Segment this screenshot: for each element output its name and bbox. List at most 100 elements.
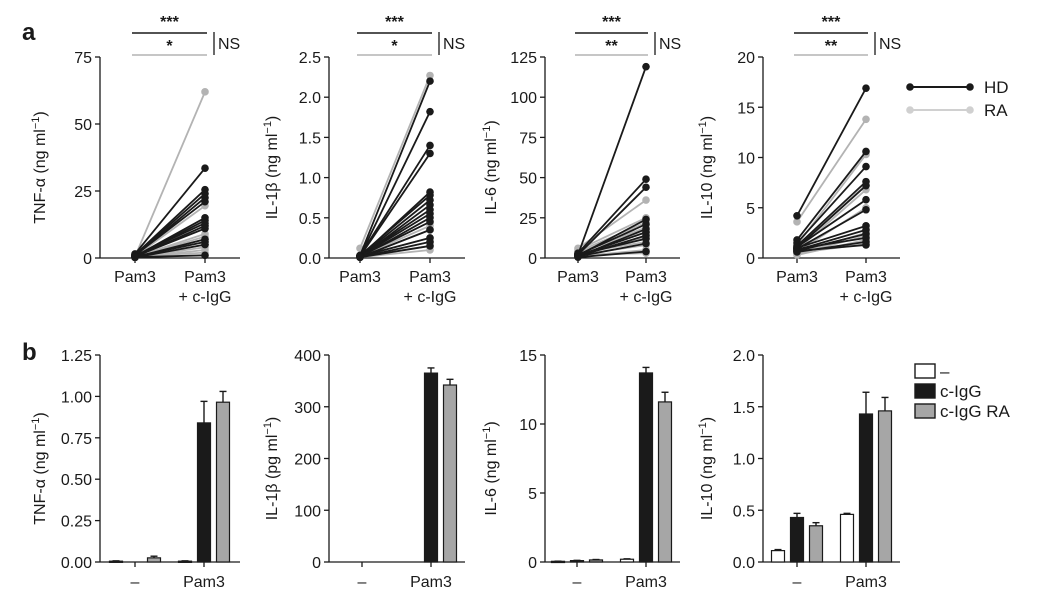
y-axis-label: IL-1β (ng ml−1) bbox=[262, 116, 281, 220]
point-ra-pam3-cigg bbox=[426, 71, 434, 80]
significance-between: NS bbox=[443, 36, 465, 53]
x-tick-label: – bbox=[793, 574, 802, 591]
x-tick-label: Pam3 bbox=[410, 574, 452, 591]
pair-line-hd bbox=[577, 223, 647, 256]
legend-marker bbox=[906, 83, 914, 91]
bar- bbox=[770, 550, 786, 563]
y-axis-label-sup: −1 bbox=[481, 427, 493, 440]
pair-line-hd bbox=[359, 237, 431, 258]
y-tick-label: 0.00 bbox=[61, 555, 92, 572]
bar-c-igg bbox=[423, 372, 439, 563]
y-tick-label: 25 bbox=[519, 211, 537, 228]
point-hd-pam3 bbox=[574, 253, 582, 261]
y-tick-label: 0.25 bbox=[61, 514, 92, 531]
y-tick-label: 2.0 bbox=[299, 90, 321, 107]
x-tick-label: Pam3 bbox=[625, 574, 667, 591]
point-hd-pam3 bbox=[356, 253, 364, 261]
point-hd-pam3-cigg bbox=[862, 147, 870, 156]
legend: HD RA bbox=[906, 78, 1009, 120]
bar-c-igg-ra bbox=[215, 401, 231, 563]
pair-line-hd bbox=[134, 254, 206, 259]
point-hd-pam3-cigg bbox=[642, 175, 650, 184]
significance-hd: *** bbox=[822, 14, 841, 31]
pair-line-hd bbox=[359, 199, 431, 258]
point-ra-pam3-cigg bbox=[862, 115, 870, 124]
point-hd-pam3-cigg bbox=[862, 84, 870, 92]
y-axis-label-main: IL-6 (ng ml bbox=[483, 138, 500, 214]
point-hd-pam3-cigg bbox=[201, 164, 209, 173]
pair-line-hd bbox=[796, 237, 867, 250]
pair-line-hd bbox=[796, 87, 867, 217]
y-tick-label: 0.75 bbox=[61, 431, 92, 448]
y-tick-label: 0.5 bbox=[733, 503, 755, 520]
pair-line-hd bbox=[796, 184, 867, 249]
point-hd-pam3-cigg bbox=[426, 149, 434, 158]
paired-line-chart: 0.0 0.5 1.0 1.5 2.0 2.5 IL-1β (ng ml−1) Pam3 Pam… bbox=[262, 14, 465, 306]
x-tick-label: – bbox=[358, 574, 367, 591]
x-tick-label: Pam3 bbox=[184, 269, 226, 286]
point-hd-pam3-cigg bbox=[201, 224, 209, 233]
point-hd-pam3-cigg bbox=[426, 218, 434, 226]
y-tick-label: 1.0 bbox=[299, 171, 321, 188]
paired-line-chart: 0 5 10 15 20 IL-10 (ng ml−1) Pam3 Pam3 + c-IgG **… bbox=[697, 14, 1009, 306]
pair-line-hd bbox=[796, 198, 867, 248]
x-tick-label: Pam3 bbox=[409, 269, 451, 286]
legend-marker bbox=[966, 106, 974, 114]
y-tick-label: 10 bbox=[737, 151, 755, 168]
point-hd-pam3-cigg bbox=[862, 181, 870, 190]
point-ra-pam3-cigg bbox=[642, 196, 650, 204]
x-tick-label-line2: + c-IgG bbox=[179, 289, 232, 306]
pair-line-hd bbox=[359, 111, 431, 257]
pair-line-hd bbox=[577, 242, 647, 258]
bar-c-igg-ra bbox=[877, 410, 893, 563]
point-hd-pam3 bbox=[793, 211, 801, 220]
y-tick-label: 1.25 bbox=[61, 348, 92, 365]
x-tick-label: – bbox=[573, 574, 582, 591]
legend-swatch bbox=[914, 403, 936, 419]
paired-line-chart: 0 25 50 75 100 125 IL-6 (ng ml−1) Pam3 Pam3 + c-I… bbox=[481, 14, 681, 306]
y-tick-label: 0 bbox=[746, 251, 755, 268]
y-axis-label-sup: −1 bbox=[481, 126, 493, 139]
pair-line-hd bbox=[359, 245, 431, 259]
bar- bbox=[108, 560, 124, 563]
y-tick-label: 100 bbox=[294, 503, 321, 520]
legend-swatch bbox=[914, 383, 936, 399]
y-axis-label: IL-6 (ng ml−1) bbox=[481, 421, 500, 515]
significance-ra: ** bbox=[605, 38, 618, 55]
point-hd-pam3-cigg bbox=[862, 195, 870, 204]
y-axis-label: IL-10 (ng ml−1) bbox=[697, 417, 716, 520]
significance-hd: *** bbox=[385, 14, 404, 31]
pair-line-hd bbox=[134, 201, 206, 257]
y-tick-label: 0.50 bbox=[61, 472, 92, 489]
panel-label-b: b bbox=[22, 339, 37, 366]
x-tick-label-line2: + c-IgG bbox=[620, 289, 673, 306]
y-tick-label: 0.0 bbox=[299, 251, 321, 268]
x-tick-label: Pam3 bbox=[339, 269, 381, 286]
point-ra-pam3 bbox=[793, 218, 801, 226]
y-tick-label: 75 bbox=[74, 50, 92, 67]
y-axis-label-close: ) bbox=[264, 116, 281, 121]
x-tick-label-line2: + c-IgG bbox=[404, 289, 457, 306]
y-tick-label: 5 bbox=[528, 486, 537, 503]
pair-line-hd bbox=[359, 221, 431, 258]
bar-c-igg bbox=[638, 372, 654, 563]
bar- bbox=[550, 560, 566, 564]
y-axis-label-main: IL-6 (ng ml bbox=[483, 439, 500, 515]
y-axis-label: IL-1β (pg ml−1) bbox=[262, 417, 281, 521]
y-tick-label: 0.0 bbox=[733, 555, 755, 572]
y-tick-label: 0 bbox=[312, 555, 321, 572]
bar-c-igg bbox=[789, 516, 805, 563]
point-hd-pam3-cigg bbox=[862, 241, 870, 249]
pair-line-ra bbox=[796, 118, 867, 223]
y-tick-label: 20 bbox=[737, 50, 755, 67]
pair-line-hd bbox=[134, 167, 206, 255]
pair-line-hd bbox=[796, 224, 867, 249]
legend-label-hd: HD bbox=[984, 78, 1009, 97]
y-axis-label-main: TNF-α (ng ml bbox=[32, 129, 49, 224]
x-tick-label: Pam3 bbox=[183, 574, 225, 591]
y-tick-label: 125 bbox=[510, 50, 537, 67]
y-axis-label-main: IL-10 (ng ml bbox=[699, 134, 716, 219]
point-hd-pam3-cigg bbox=[201, 240, 209, 249]
pair-line-hd bbox=[577, 237, 647, 256]
pair-line-hd bbox=[359, 152, 431, 257]
